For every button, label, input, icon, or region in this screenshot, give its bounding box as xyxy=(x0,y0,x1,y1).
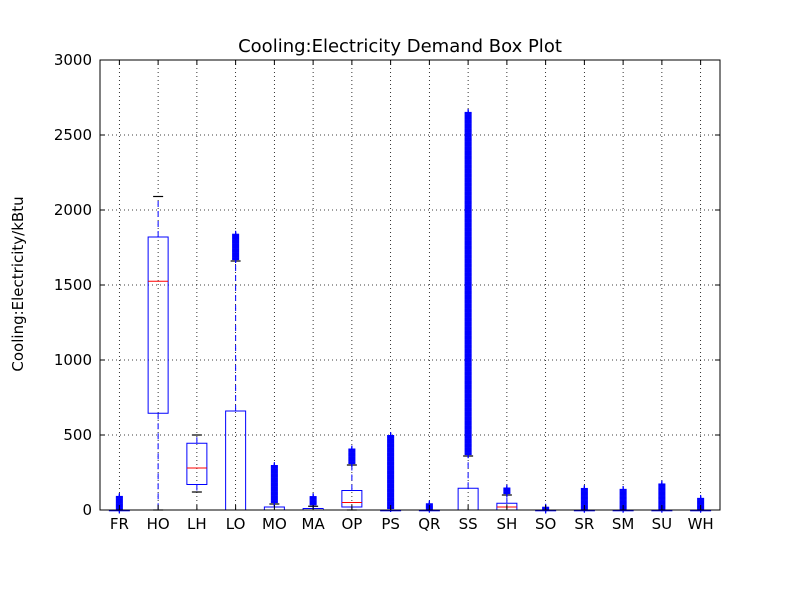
box-ss xyxy=(457,109,479,511)
chart-title: Cooling:Electricity Demand Box Plot xyxy=(238,36,562,57)
x-tick-label: FR xyxy=(110,515,129,533)
x-tick-label: HO xyxy=(147,515,170,533)
y-tick-label: 1000 xyxy=(54,351,92,369)
y-tick-label: 500 xyxy=(63,426,92,444)
box-iqr xyxy=(186,442,208,485)
x-tick-label: LH xyxy=(187,515,207,533)
box-iqr xyxy=(147,236,169,414)
y-tick-label: 3000 xyxy=(54,51,92,69)
box-lh xyxy=(186,434,208,493)
x-tick-label: SU xyxy=(652,515,673,533)
x-tick-label: QR xyxy=(418,515,440,533)
x-tick-label: SS xyxy=(459,515,478,533)
x-tick-label: OP xyxy=(341,515,362,533)
x-tick-label: PS xyxy=(381,515,400,533)
axis-ticks: 0 500 1000 1500 2000 2500 3000 FR HO LH LO MO MA OP PS… xyxy=(54,51,720,533)
y-tick-label: 1500 xyxy=(54,276,92,294)
y-axis-label: Cooling:Electricity/kBtu xyxy=(9,196,27,371)
box-mo xyxy=(263,462,285,511)
plot-frame xyxy=(99,59,721,511)
x-tick-label: SM xyxy=(612,515,634,533)
y-tick-label: 0 xyxy=(82,501,92,519)
y-tick-label: 2500 xyxy=(54,126,92,144)
x-tick-label: MA xyxy=(302,515,326,533)
y-tick-label: 2000 xyxy=(54,201,92,219)
box-series xyxy=(108,109,712,514)
x-tick-label: LO xyxy=(226,515,246,533)
x-tick-label: SR xyxy=(574,515,594,533)
box-op xyxy=(341,445,363,511)
x-tick-label: WH xyxy=(688,515,714,533)
box-ps xyxy=(380,432,402,512)
grid-lines xyxy=(100,60,720,510)
box-lo xyxy=(225,230,247,511)
box-ho xyxy=(147,195,169,511)
x-tick-label: SH xyxy=(496,515,517,533)
x-tick-label: MO xyxy=(262,515,287,533)
x-tick-label: SO xyxy=(535,515,556,533)
